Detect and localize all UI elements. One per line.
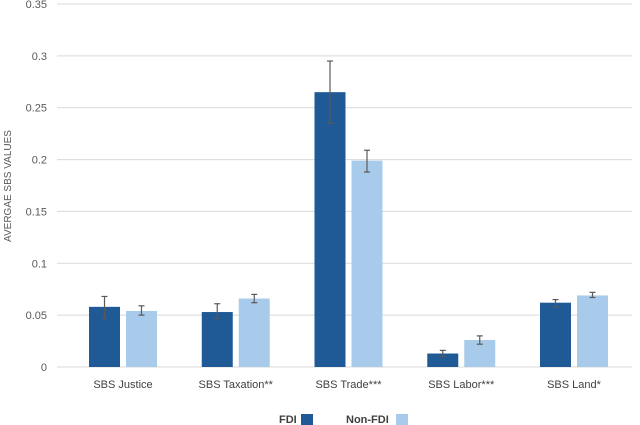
legend-swatch-fdi bbox=[301, 414, 313, 425]
bar-non-fdi bbox=[238, 298, 270, 367]
bar-fdi bbox=[427, 353, 459, 367]
bar-fdi bbox=[540, 302, 571, 367]
x-category-label: SBS Justice bbox=[93, 379, 152, 391]
y-axis-label: AVERGAE SBS VALUES bbox=[3, 130, 14, 242]
bars bbox=[89, 92, 608, 368]
legend-label-non-fdi: Non-FDI bbox=[346, 414, 389, 425]
bar-non-fdi bbox=[577, 295, 608, 367]
x-category-label: SBS Trade*** bbox=[315, 379, 382, 391]
bar-non-fdi bbox=[351, 160, 383, 367]
y-tick-label: 0.1 bbox=[32, 258, 47, 270]
x-category-label: SBS Taxation** bbox=[199, 379, 274, 391]
legend-swatch-non-fdi bbox=[396, 414, 408, 425]
legend-label-fdi: FDI bbox=[279, 414, 297, 425]
x-category-label: SBS Land* bbox=[547, 379, 602, 391]
x-axis-categories: SBS Justice SBS Taxation** SBS Trade*** SBS… bbox=[93, 379, 601, 391]
y-tick-label: 0.3 bbox=[32, 51, 47, 63]
y-tick-label: 0.25 bbox=[26, 103, 47, 115]
x-category-label: SBS Labor*** bbox=[428, 379, 495, 391]
y-tick-label: 0 bbox=[41, 362, 47, 374]
y-tick-label: 0.2 bbox=[32, 155, 47, 167]
bar-fdi bbox=[201, 312, 233, 367]
y-tick-label: 0.15 bbox=[26, 206, 47, 218]
y-axis-ticks: 0 0.05 0.1 0.15 0.2 0.25 0.3 0.35 bbox=[26, 0, 47, 374]
y-tick-label: 0.05 bbox=[26, 310, 47, 322]
error-bars bbox=[101, 60, 596, 358]
legend: FDI Non-FDI bbox=[279, 414, 408, 425]
bar-non-fdi bbox=[126, 310, 157, 367]
bar-fdi bbox=[314, 92, 346, 368]
y-tick-label: 0.35 bbox=[26, 0, 47, 11]
